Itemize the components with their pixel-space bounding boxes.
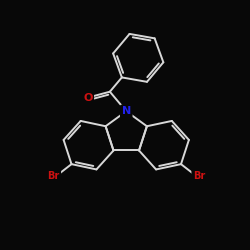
Text: N: N — [122, 106, 131, 116]
Text: Br: Br — [193, 171, 205, 181]
Text: O: O — [83, 93, 92, 103]
Text: Br: Br — [47, 171, 60, 181]
